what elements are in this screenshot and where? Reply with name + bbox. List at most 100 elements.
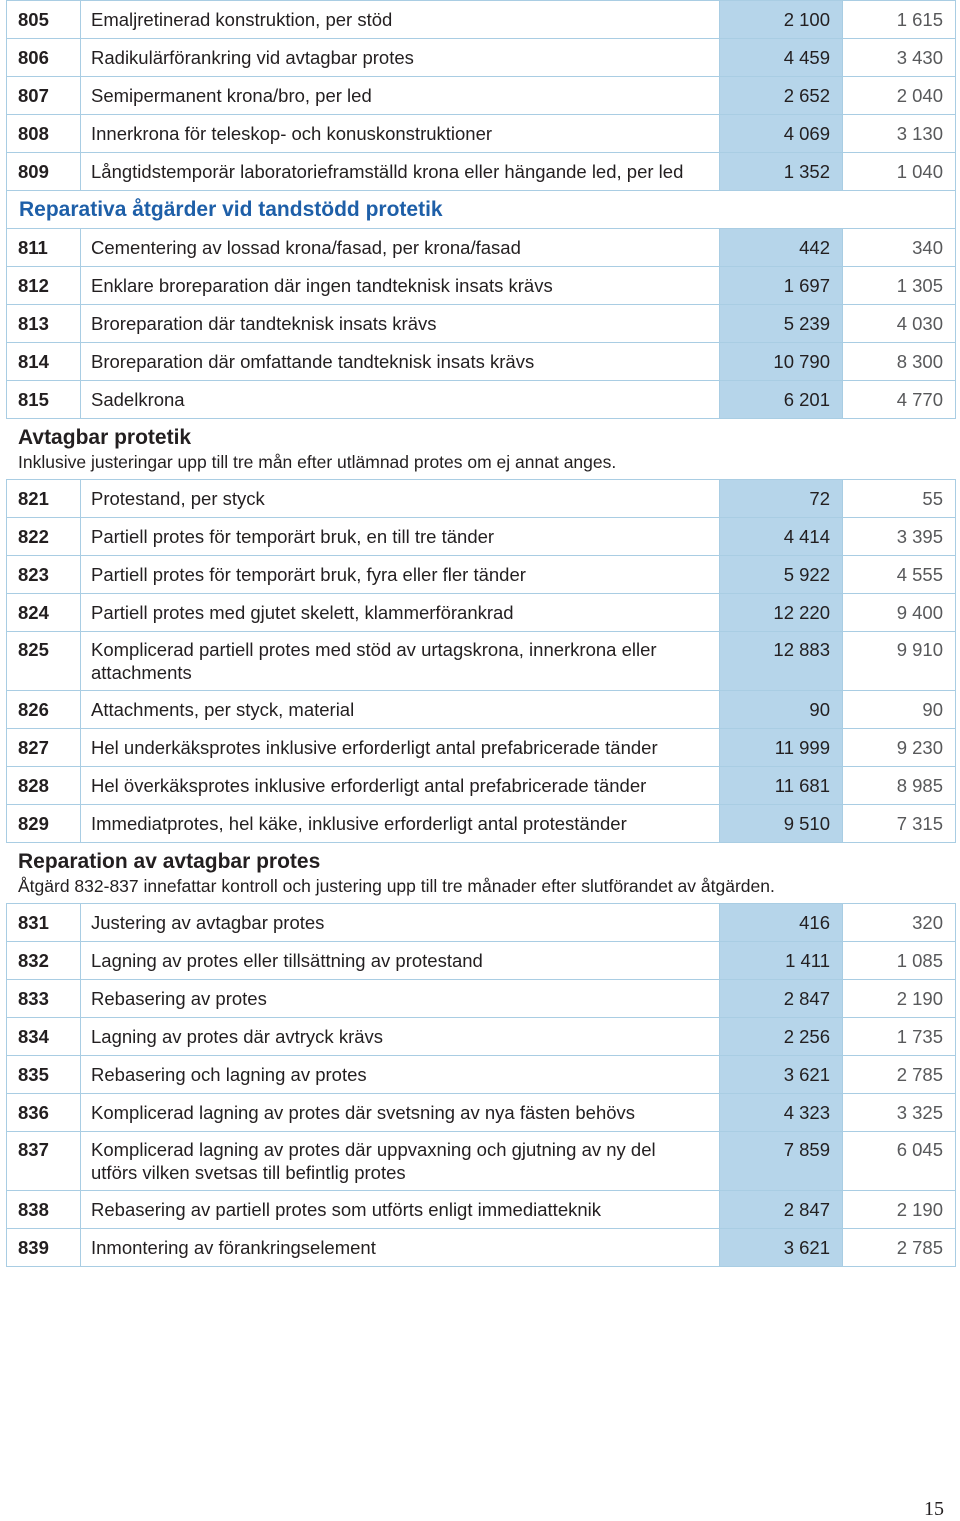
row-price-b: 2 190: [842, 979, 956, 1018]
row-price-a: 3 621: [719, 1228, 843, 1267]
row-price-b: 3 325: [842, 1093, 956, 1132]
table-row: 825 Komplicerad partiell protes med stöd …: [6, 631, 956, 691]
table-row: 822 Partiell protes för temporärt bruk, e…: [6, 517, 956, 556]
row-code: 807: [6, 76, 81, 115]
row-description: Attachments, per styck, material: [80, 690, 720, 729]
row-price-b: 3 395: [842, 517, 956, 556]
table-row: 834 Lagning av protes där avtryck krävs 2 …: [6, 1017, 956, 1056]
row-price-a: 2 847: [719, 979, 843, 1018]
row-code: 824: [6, 593, 81, 632]
table-row: 832 Lagning av protes eller tillsättning …: [6, 941, 956, 980]
table-row: 828 Hel överkäksprotes inklusive erforder…: [6, 766, 956, 805]
row-price-b: 320: [842, 903, 956, 942]
row-price-a: 10 790: [719, 342, 843, 381]
row-price-a: 416: [719, 903, 843, 942]
row-price-a: 3 621: [719, 1055, 843, 1094]
row-code: 814: [6, 342, 81, 381]
row-price-b: 4 770: [842, 380, 956, 419]
fee-table-crowns: 805 Emaljretinerad konstruktion, per stöd…: [6, 0, 956, 191]
row-code: 826: [6, 690, 81, 729]
row-code: 822: [6, 517, 81, 556]
row-description: Sadelkrona: [80, 380, 720, 419]
row-price-b: 4 555: [842, 555, 956, 594]
row-price-a: 11 999: [719, 728, 843, 767]
page-number: 15: [924, 1498, 944, 1520]
row-description: Radikulärförankring vid avtagbar protes: [80, 38, 720, 77]
table-row: 829 Immediatprotes, hel käke, inklusive e…: [6, 804, 956, 843]
row-description: Partiell protes för temporärt bruk, en t…: [80, 517, 720, 556]
table-row: 821 Protestand, per styck 72 55: [6, 479, 956, 518]
row-price-a: 5 922: [719, 555, 843, 594]
row-description: Broreparation där tandteknisk insats krä…: [80, 304, 720, 343]
table-row: 827 Hel underkäksprotes inklusive erforde…: [6, 728, 956, 767]
row-description: Rebasering av protes: [80, 979, 720, 1018]
row-code: 829: [6, 804, 81, 843]
row-code: 821: [6, 479, 81, 518]
row-price-a: 2 652: [719, 76, 843, 115]
row-description: Emaljretinerad konstruktion, per stöd: [80, 0, 720, 39]
row-price-a: 4 323: [719, 1093, 843, 1132]
row-price-b: 6 045: [842, 1131, 956, 1191]
row-code: 833: [6, 979, 81, 1018]
row-price-b: 8 985: [842, 766, 956, 805]
row-code: 813: [6, 304, 81, 343]
row-description: Justering av avtagbar protes: [80, 903, 720, 942]
section-title: Reparation av avtagbar protes: [18, 850, 321, 873]
row-price-a: 2 256: [719, 1017, 843, 1056]
row-code: 834: [6, 1017, 81, 1056]
row-description: Lagning av protes där avtryck krävs: [80, 1017, 720, 1056]
row-code: 827: [6, 728, 81, 767]
row-price-b: 9 230: [842, 728, 956, 767]
row-description: Semipermanent krona/bro, per led: [80, 76, 720, 115]
row-price-a: 1 352: [719, 152, 843, 191]
row-code: 812: [6, 266, 81, 305]
row-code: 808: [6, 114, 81, 153]
fee-table-repairs: 811 Cementering av lossad krona/fasad, pe…: [6, 228, 956, 419]
row-description: Protestand, per styck: [80, 479, 720, 518]
table-row: 823 Partiell protes för temporärt bruk, f…: [6, 555, 956, 594]
row-code: 831: [6, 903, 81, 942]
row-price-a: 2 100: [719, 0, 843, 39]
table-row: 837 Komplicerad lagning av protes där upp…: [6, 1131, 956, 1191]
row-price-a: 9 510: [719, 804, 843, 843]
fee-table-denture-repair: 831 Justering av avtagbar protes 416 320 832…: [6, 903, 956, 1267]
section-header-avtagbar: Avtagbar protetik Inklusive justeringar …: [6, 419, 956, 479]
row-price-b: 2 785: [842, 1228, 956, 1267]
row-price-a: 7 859: [719, 1131, 843, 1191]
row-description: Partiell protes med gjutet skelett, klam…: [80, 593, 720, 632]
row-price-b: 55: [842, 479, 956, 518]
row-price-b: 8 300: [842, 342, 956, 381]
row-description: Rebasering av partiell protes som utfört…: [80, 1190, 720, 1229]
row-code: 828: [6, 766, 81, 805]
row-description: Inmontering av förankringselement: [80, 1228, 720, 1267]
row-code: 809: [6, 152, 81, 191]
section-title: Reparativa åtgärder vid tandstödd protet…: [19, 197, 443, 221]
row-description: Långtidstemporär laboratorieframställd k…: [80, 152, 720, 191]
row-description: Komplicerad lagning av protes där uppvax…: [80, 1131, 720, 1191]
row-price-a: 5 239: [719, 304, 843, 343]
row-code: 805: [6, 0, 81, 39]
table-row: 836 Komplicerad lagning av protes där sve…: [6, 1093, 956, 1132]
row-price-a: 2 847: [719, 1190, 843, 1229]
row-description: Immediatprotes, hel käke, inklusive erfo…: [80, 804, 720, 843]
section-title: Avtagbar protetik: [18, 426, 192, 449]
table-row: 831 Justering av avtagbar protes 416 320: [6, 903, 956, 942]
table-row: 814 Broreparation där omfattande tandtekn…: [6, 342, 956, 381]
table-row: 833 Rebasering av protes 2 847 2 190: [6, 979, 956, 1018]
row-price-b: 90: [842, 690, 956, 729]
table-row: 824 Partiell protes med gjutet skelett, k…: [6, 593, 956, 632]
row-price-b: 7 315: [842, 804, 956, 843]
section-header-reparativa: Reparativa åtgärder vid tandstödd protet…: [6, 191, 956, 228]
row-code: 806: [6, 38, 81, 77]
table-row: 812 Enklare broreparation där ingen tandt…: [6, 266, 956, 305]
row-price-b: 2 040: [842, 76, 956, 115]
row-description: Lagning av protes eller tillsättning av …: [80, 941, 720, 980]
row-price-a: 12 883: [719, 631, 843, 691]
table-row: 839 Inmontering av förankringselement 3 62…: [6, 1228, 956, 1267]
row-price-b: 4 030: [842, 304, 956, 343]
row-price-b: 2 785: [842, 1055, 956, 1094]
table-row: 815 Sadelkrona 6 201 4 770: [6, 380, 956, 419]
row-price-a: 1 697: [719, 266, 843, 305]
section-note: Åtgärd 832-837 innefattar kontroll och j…: [18, 876, 775, 896]
table-row: 811 Cementering av lossad krona/fasad, pe…: [6, 228, 956, 267]
